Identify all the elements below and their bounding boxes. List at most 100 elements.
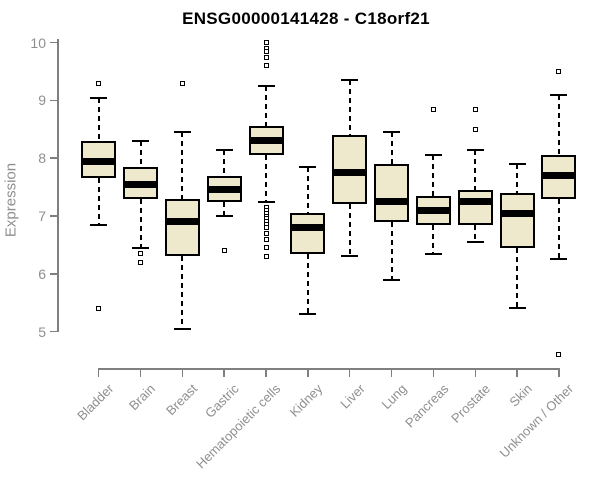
x-axis-tick-label-pancreas: Pancreas: [401, 381, 452, 431]
box-breast: [164, 198, 200, 257]
whisker-upper-bladder: [97, 97, 100, 141]
x-axis-tick: [474, 368, 476, 377]
whisker-cap-lower-unknown-other: [550, 258, 568, 261]
x-axis-tick-label-prostate: Prostate: [448, 381, 493, 426]
whisker-upper-kidney: [306, 166, 309, 214]
outlier-brain: [138, 259, 144, 265]
whisker-upper-lung: [390, 132, 393, 164]
x-axis-tick: [432, 368, 435, 377]
whisker-cap-upper-bladder: [90, 96, 108, 99]
outlier-hematopoietic-cells: [263, 48, 269, 54]
x-axis-tick-label-brain: Brain: [126, 381, 159, 414]
whisker-cap-upper-unknown-other: [550, 93, 568, 96]
median-lung: [374, 198, 410, 206]
x-axis-tick-label-breast: Breast: [162, 381, 200, 419]
y-axis-tick: [50, 330, 57, 333]
x-axis-tick-label-gastric: Gastric: [202, 381, 242, 421]
x-axis-tick-label-kidney: Kidney: [286, 381, 326, 420]
whisker-upper-skin: [516, 163, 519, 193]
whisker-cap-lower-bladder: [90, 223, 108, 226]
y-axis-tick: [50, 41, 57, 44]
whisker-cap-upper-breast: [173, 131, 191, 134]
median-skin: [499, 209, 535, 217]
outlier-hematopoietic-cells: [263, 230, 269, 236]
outlier-hematopoietic-cells: [263, 253, 269, 259]
whisker-lower-brain: [139, 198, 142, 248]
outlier-hematopoietic-cells: [263, 40, 269, 46]
whisker-upper-brain: [139, 140, 142, 167]
box-skin: [499, 192, 535, 248]
y-axis-line: [57, 39, 59, 332]
x-axis-tick-label-lung: Lung: [378, 381, 410, 413]
box-lung: [374, 163, 410, 222]
whisker-lower-lung: [390, 221, 393, 280]
whisker-cap-upper-gastric: [215, 148, 233, 151]
outlier-pancreas: [430, 106, 436, 112]
y-axis-tick: [50, 99, 57, 102]
whisker-cap-lower-pancreas: [424, 252, 442, 255]
box-kidney: [290, 213, 326, 254]
outlier-bladder: [96, 80, 102, 86]
median-prostate: [457, 198, 493, 206]
whisker-cap-upper-kidney: [299, 165, 317, 168]
x-axis-tick: [139, 368, 142, 377]
whisker-lower-bladder: [97, 178, 100, 225]
whisker-cap-lower-hematopoietic-cells: [257, 200, 275, 203]
whisker-lower-pancreas: [432, 224, 435, 254]
whisker-upper-hematopoietic-cells: [265, 85, 268, 127]
whisker-upper-breast: [181, 132, 184, 199]
outlier-hematopoietic-cells: [263, 63, 269, 69]
whisker-cap-lower-liver: [341, 255, 359, 258]
chart-title: ENSG00000141428 - C18orf21: [182, 9, 430, 28]
outlier-gastric: [221, 248, 227, 254]
median-unknown-other: [541, 172, 577, 180]
whisker-upper-liver: [348, 80, 351, 136]
whisker-upper-prostate: [474, 149, 477, 190]
y-axis-tick-label: 6: [38, 265, 46, 282]
median-pancreas: [415, 206, 451, 214]
y-axis-tick-label: 9: [38, 92, 46, 109]
outlier-prostate: [472, 126, 478, 132]
outlier-hematopoietic-cells: [263, 225, 269, 231]
x-axis-tick: [97, 368, 100, 377]
x-axis-tick: [181, 368, 184, 377]
whisker-lower-breast: [181, 256, 184, 329]
x-axis-tick: [558, 368, 560, 377]
whisker-cap-upper-brain: [132, 139, 150, 142]
whisker-cap-lower-breast: [173, 327, 191, 330]
median-gastric: [206, 186, 242, 194]
x-axis-tick: [265, 368, 267, 377]
y-axis-tick-label: 5: [38, 323, 46, 340]
outlier-hematopoietic-cells: [263, 236, 269, 242]
y-axis-tick: [50, 157, 57, 159]
median-breast: [164, 218, 200, 226]
x-axis-tick: [223, 368, 225, 377]
whisker-cap-upper-prostate: [466, 148, 484, 151]
whisker-lower-hematopoietic-cells: [265, 155, 268, 202]
whisker-cap-lower-prostate: [466, 241, 484, 243]
whisker-cap-lower-skin: [508, 307, 526, 310]
outlier-unknown-other: [556, 69, 562, 74]
outlier-bladder: [96, 305, 102, 311]
y-axis-tick-label: 8: [38, 150, 46, 167]
whisker-upper-gastric: [223, 149, 226, 176]
median-kidney: [290, 224, 326, 232]
whisker-cap-upper-liver: [341, 79, 359, 82]
whisker-cap-upper-hematopoietic-cells: [257, 84, 275, 87]
x-axis-tick: [516, 368, 518, 377]
median-liver: [332, 169, 368, 177]
whisker-cap-upper-pancreas: [424, 154, 442, 157]
x-axis-tick-label-bladder: Bladder: [74, 381, 117, 424]
x-axis-tick-label-unknown-other: Unknown / Other: [496, 381, 577, 461]
outlier-brain: [138, 251, 144, 257]
whisker-upper-unknown-other: [557, 94, 560, 156]
whisker-lower-skin: [516, 247, 519, 309]
whisker-cap-lower-kidney: [299, 313, 317, 316]
whisker-cap-upper-lung: [383, 131, 401, 134]
x-axis-tick-label-skin: Skin: [506, 381, 535, 410]
box-prostate: [457, 189, 493, 225]
whisker-cap-upper-skin: [508, 162, 526, 165]
whisker-lower-kidney: [306, 253, 309, 315]
whisker-lower-gastric: [223, 201, 226, 216]
